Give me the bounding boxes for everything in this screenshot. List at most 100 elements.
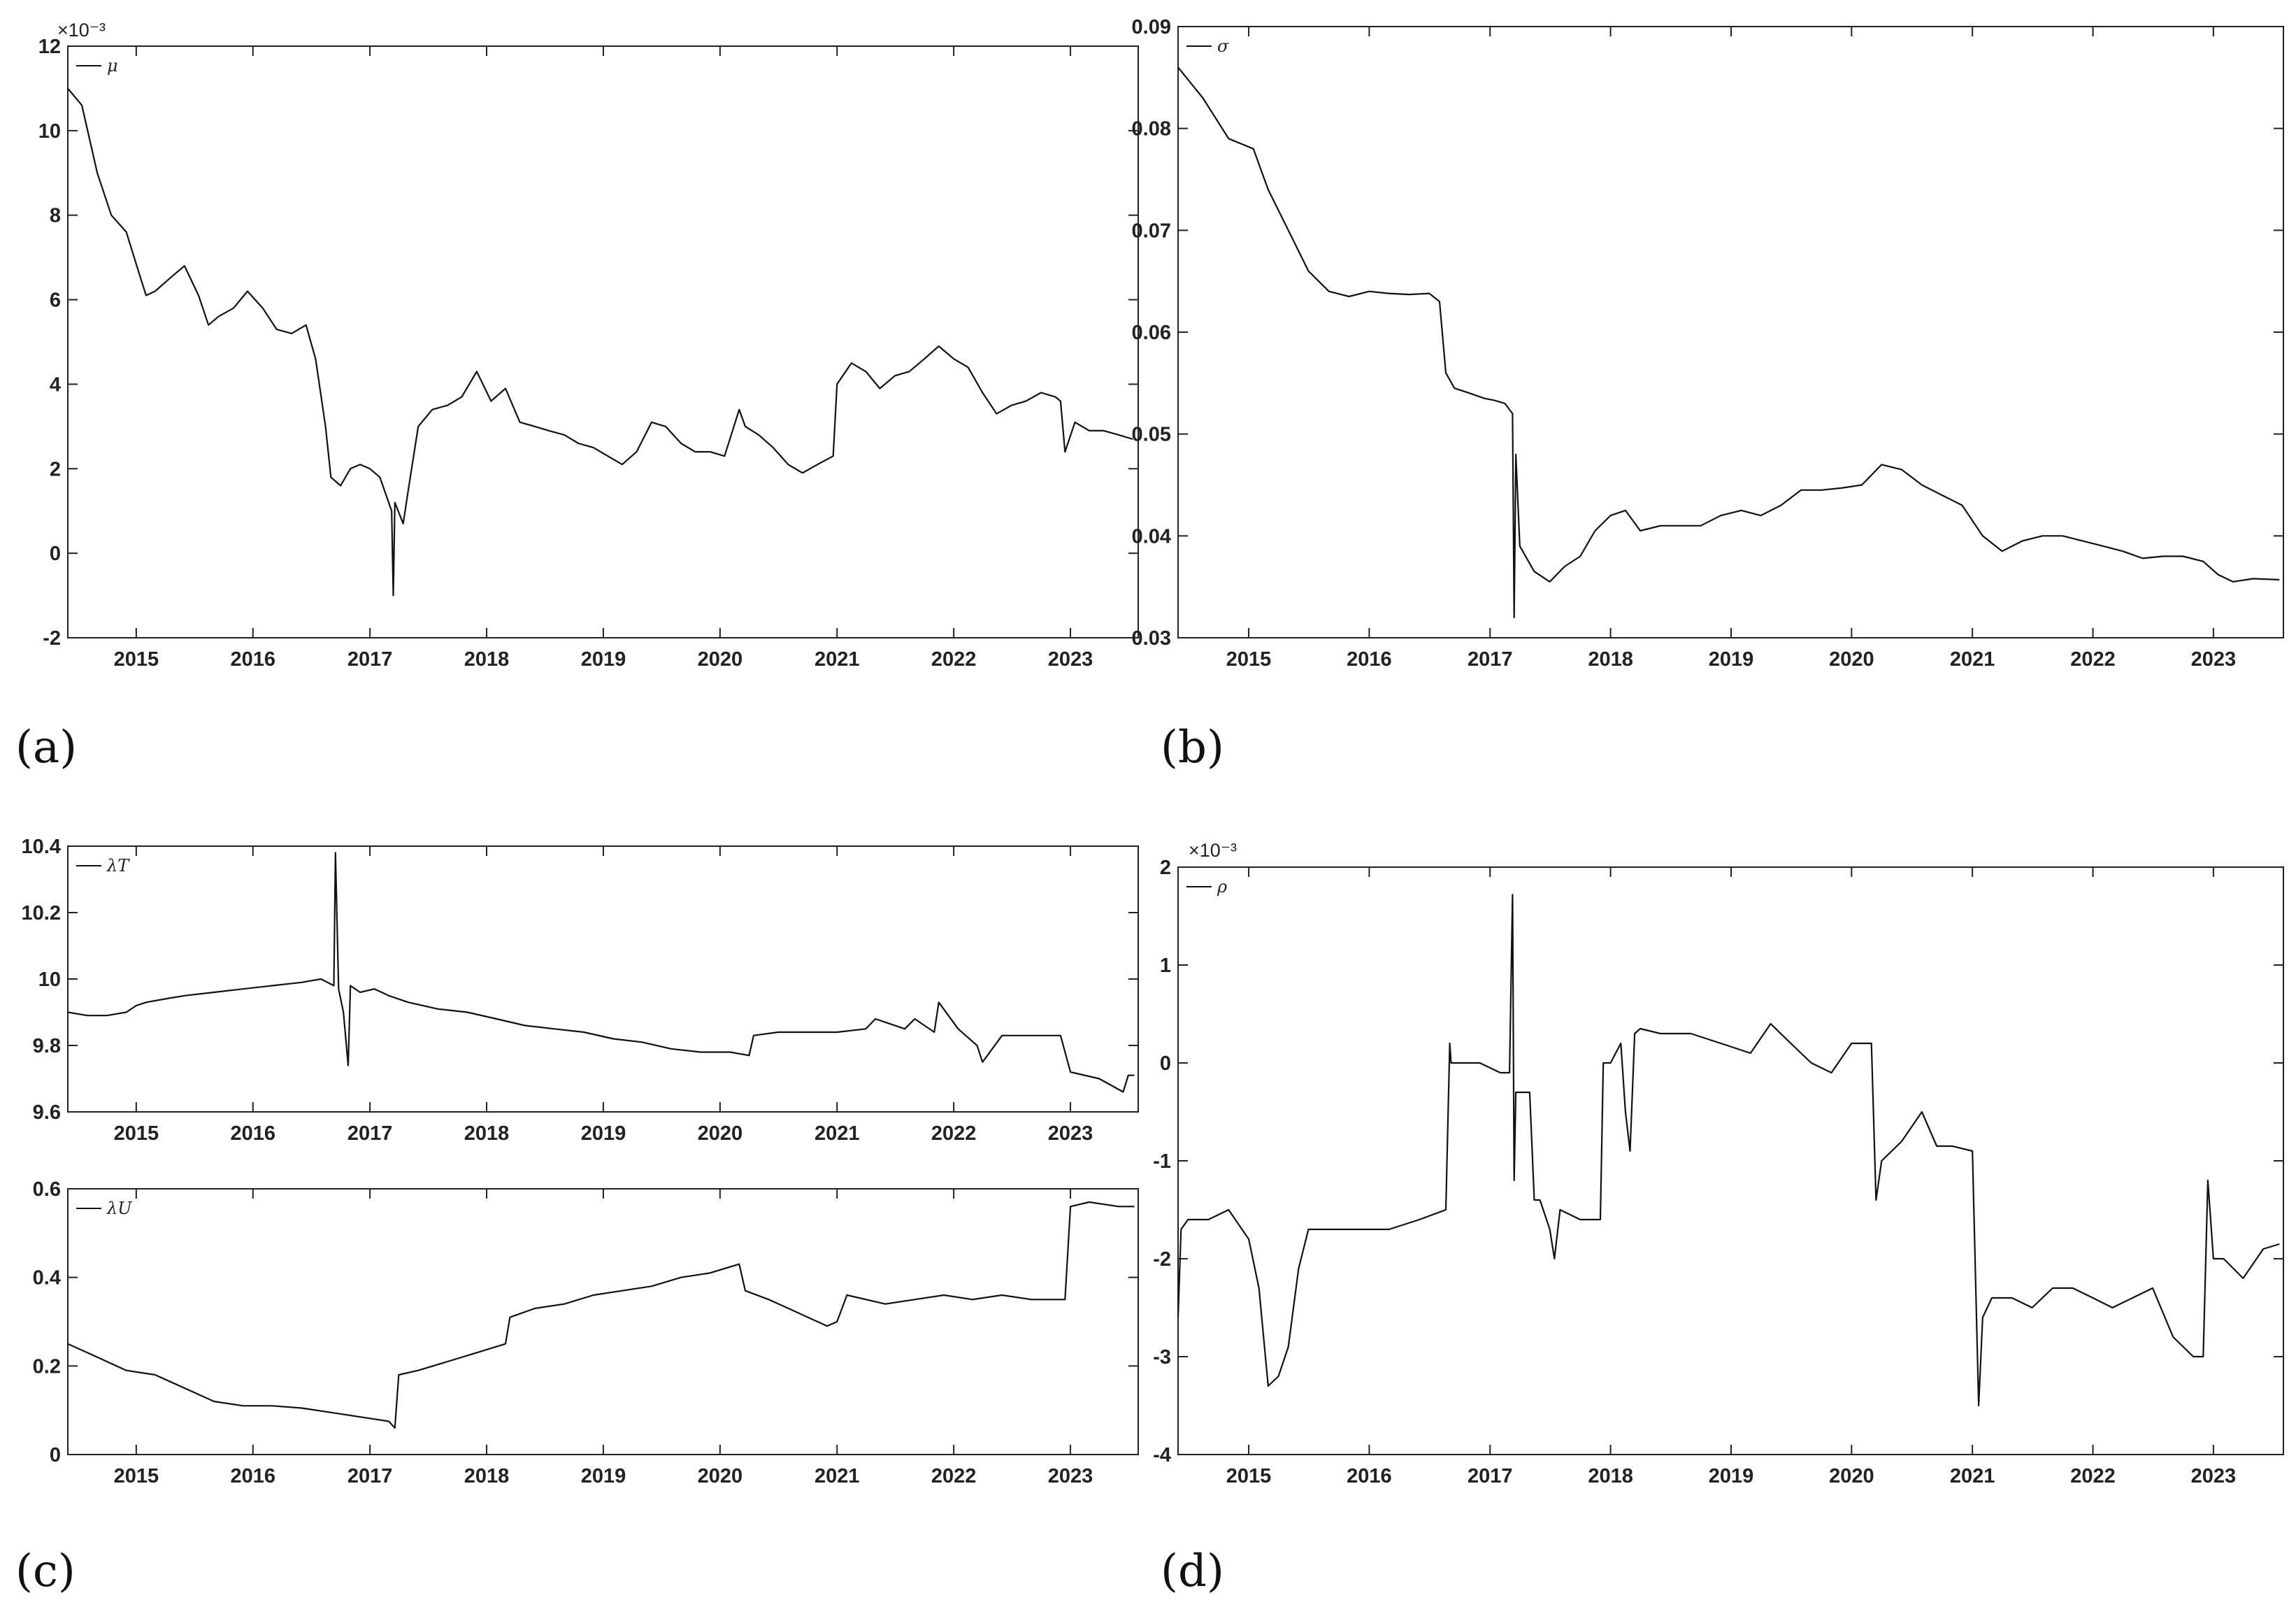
x-tick-label: 2019: [1709, 648, 1754, 671]
y-tick-label: 8: [50, 205, 61, 227]
y-tick-label: -2: [1153, 1248, 1171, 1271]
x-tick-label: 2015: [114, 1465, 159, 1487]
x-tick-label: 2018: [1588, 1465, 1633, 1487]
x-tick-label: 2015: [114, 1122, 159, 1145]
x-tick-label: 2020: [1829, 1465, 1874, 1487]
chart-panel-4: -4 -3 -2 -1 0 1 2 2015 2016 2017 2018 2019 2020 2021 2…: [1153, 840, 2284, 1597]
y-tick-label: 0.06: [1132, 322, 1171, 344]
x-tick-label: 2022: [931, 1122, 977, 1145]
y-tick-label: 6: [50, 290, 61, 312]
x-tick-label: 2023: [1048, 1465, 1093, 1487]
x-tick-label: 2015: [1226, 1465, 1272, 1487]
x-tick-label: 2023: [2191, 648, 2237, 671]
panel-label: (d): [1161, 1545, 1224, 1597]
x-tick-label: 2021: [1950, 648, 1995, 671]
x-tick-label: 2017: [347, 648, 393, 671]
y-exponent-label: ×10⁻³: [1189, 840, 1237, 861]
series-line-0: [1177, 66, 2280, 619]
y-tick-label: 0.05: [1132, 424, 1171, 446]
y-tick-label: -4: [1153, 1444, 1171, 1466]
x-tick-label: 2017: [347, 1122, 393, 1145]
series-line-0: [67, 1201, 1135, 1429]
x-tick-label: 2018: [464, 648, 510, 671]
x-tick-label: 2015: [1226, 648, 1272, 671]
y-tick-label: -3: [1153, 1346, 1171, 1369]
y-tick-label: 9.8: [33, 1035, 61, 1057]
y-exponent-label: ×10⁻³: [57, 20, 106, 41]
plot-frame: [1177, 866, 2284, 1455]
x-tick-label: 2020: [1829, 648, 1874, 671]
y-tick-label: 0.4: [33, 1267, 61, 1290]
x-tick-label: 2023: [1048, 648, 1093, 671]
plot-frame: [67, 45, 1139, 638]
y-tick-label: 0: [50, 543, 61, 565]
x-tick-label: 2017: [1468, 1465, 1513, 1487]
x-tick-label: 2022: [2070, 648, 2116, 671]
plot-frame: [67, 1188, 1139, 1455]
x-tick-label: 2019: [581, 1122, 626, 1145]
y-tick-label: -2: [43, 627, 61, 650]
x-tick-label: 2022: [931, 1465, 977, 1487]
x-tick-label: 2022: [2070, 1465, 2116, 1487]
chart-panel-1: 0.03 0.04 0.05 0.06 0.07 0.08 0.09 2015 2016 2017…: [1132, 16, 2284, 773]
x-tick-label: 2018: [464, 1122, 510, 1145]
y-tick-label: -1: [1153, 1150, 1171, 1173]
x-tick-label: 2019: [581, 1465, 626, 1487]
x-tick-label: 2018: [464, 1465, 510, 1487]
legend-entry: ρ: [1217, 877, 1227, 897]
y-tick-label: 0.09: [1132, 16, 1171, 38]
panel-label: (a): [15, 722, 77, 773]
x-tick-label: 2016: [1347, 648, 1392, 671]
x-tick-label: 2016: [231, 648, 276, 671]
plot-frame: [1177, 26, 2284, 638]
y-tick-label: 0.07: [1132, 220, 1171, 242]
x-tick-label: 2017: [347, 1465, 393, 1487]
y-tick-label: 0: [50, 1444, 61, 1466]
x-tick-label: 2023: [2191, 1465, 2237, 1487]
y-tick-label: 0.2: [33, 1355, 61, 1378]
y-tick-label: 12: [38, 36, 61, 58]
y-tick-label: 0: [1160, 1052, 1171, 1075]
y-tick-label: 10.4: [22, 836, 61, 858]
series-line-0: [67, 852, 1135, 1093]
legend-entry: λU: [106, 1199, 132, 1218]
y-tick-label: 0.6: [33, 1178, 61, 1201]
x-tick-label: 2016: [231, 1122, 276, 1145]
x-tick-label: 2021: [815, 1122, 860, 1145]
x-tick-label: 2020: [698, 1465, 743, 1487]
panel-label: (c): [15, 1545, 76, 1597]
x-tick-label: 2016: [1347, 1465, 1392, 1487]
y-tick-label: 9.6: [33, 1101, 61, 1124]
chart-panel-0: -2 0 2 4 6 8 10 12 2015 2016 2017 2018 2019 2020 2021 2…: [15, 20, 1139, 773]
y-tick-label: 2: [1160, 857, 1171, 879]
series-line-0: [1177, 894, 2280, 1407]
x-tick-label: 2019: [581, 648, 626, 671]
x-tick-label: 2018: [1588, 648, 1633, 671]
x-tick-label: 2017: [1468, 648, 1513, 671]
x-tick-label: 2019: [1709, 1465, 1754, 1487]
y-tick-label: 1: [1160, 955, 1171, 977]
y-tick-label: 10: [38, 969, 61, 991]
legend-entry: μ: [107, 56, 118, 76]
x-tick-label: 2023: [1048, 1122, 1093, 1145]
x-tick-label: 2015: [114, 648, 159, 671]
y-tick-label: 2: [50, 458, 61, 480]
x-tick-label: 2020: [698, 648, 743, 671]
plot-frame: [67, 845, 1139, 1113]
series-line-0: [67, 87, 1133, 597]
x-tick-label: 2022: [931, 648, 977, 671]
legend-entry: λT: [106, 856, 130, 876]
x-tick-label: 2016: [231, 1465, 276, 1487]
panel-label: (b): [1161, 722, 1224, 773]
y-tick-label: 0.04: [1132, 525, 1171, 548]
legend-entry: σ: [1217, 36, 1229, 56]
x-tick-label: 2021: [815, 648, 860, 671]
y-tick-label: 4: [50, 373, 61, 396]
x-tick-label: 2021: [815, 1465, 860, 1487]
y-tick-label: 0.08: [1132, 118, 1171, 141]
x-tick-label: 2021: [1950, 1465, 1995, 1487]
y-tick-label: 10.2: [22, 902, 61, 924]
chart-panel-3: 0 0.2 0.4 0.6 2015 2016 2017 2018 2019 2020 2021 20…: [33, 1178, 1139, 1487]
x-tick-label: 2020: [698, 1122, 743, 1145]
